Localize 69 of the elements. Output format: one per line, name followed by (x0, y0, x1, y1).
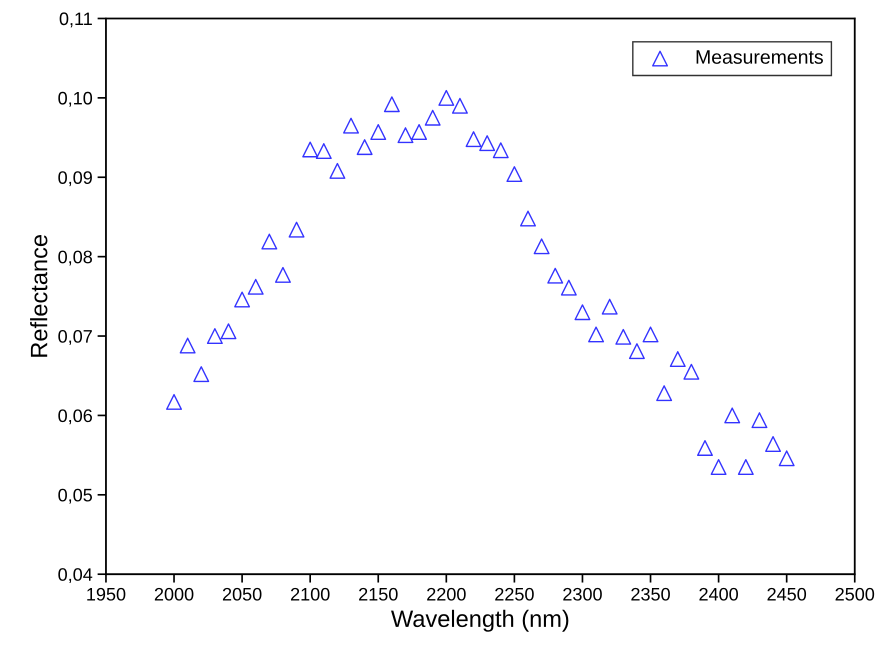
point (343, 118, 359, 134)
point (547, 268, 564, 284)
x-tick-label: 1950 (87, 588, 126, 601)
x-tick-label: 2100 (291, 588, 330, 601)
point (588, 326, 604, 342)
x-tick-label: 2250 (495, 588, 534, 601)
y-tick-label: 0,09 (58, 171, 92, 186)
point (206, 328, 223, 344)
x-tick-label: 2450 (768, 588, 806, 601)
point (520, 210, 536, 227)
point (438, 90, 454, 106)
point (234, 292, 250, 308)
point (710, 459, 727, 476)
point (765, 436, 782, 452)
x-tick-label: 2150 (359, 588, 398, 601)
y-axis-title: Reflectance (30, 235, 48, 357)
point (751, 412, 768, 428)
point (384, 96, 400, 112)
x-tick-label: 2000 (154, 588, 194, 601)
point (628, 343, 645, 360)
y-tick-label: 0,05 (58, 488, 92, 504)
x-axis-title: Wavelength (nm) (391, 610, 568, 632)
point (778, 450, 795, 466)
point (261, 234, 278, 250)
point (602, 298, 618, 315)
point (302, 141, 318, 158)
point (316, 143, 332, 160)
point (274, 266, 291, 283)
point (738, 459, 754, 476)
x-tick-label: 2500 (836, 588, 874, 601)
x-tick-label: 2350 (631, 588, 670, 601)
point (615, 328, 632, 345)
point (424, 110, 441, 126)
point (534, 238, 550, 254)
legend-label: Measurements (696, 50, 823, 64)
y-tick-label: 0,08 (58, 250, 92, 266)
x-tick-label: 2050 (222, 588, 262, 601)
y-tick-label: 0,07 (58, 330, 92, 345)
point (356, 139, 373, 156)
y-tick-label: 0,04 (58, 568, 92, 584)
y-tick-label: 0,10 (58, 92, 92, 107)
y-tick-label: 0,06 (58, 409, 92, 424)
x-tick-label: 2200 (427, 588, 466, 601)
point (193, 366, 210, 382)
point (656, 385, 672, 402)
point (697, 440, 713, 456)
point (166, 394, 182, 410)
point (288, 222, 305, 238)
point (329, 162, 346, 179)
point (370, 124, 386, 140)
point (492, 142, 509, 158)
point (574, 304, 590, 320)
point (180, 338, 196, 354)
point (642, 326, 659, 342)
point (411, 124, 428, 140)
point (452, 98, 468, 114)
point (220, 323, 236, 340)
point (670, 351, 686, 368)
point (397, 127, 414, 144)
point (683, 364, 700, 380)
point (560, 280, 577, 296)
x-tick-label: 2400 (699, 588, 738, 601)
x-tick-label: 2300 (563, 588, 602, 601)
point (248, 278, 264, 295)
y-tick-label: 0,11 (60, 12, 92, 28)
point (724, 407, 740, 424)
point (466, 131, 482, 148)
point (506, 166, 522, 182)
point (479, 135, 496, 152)
